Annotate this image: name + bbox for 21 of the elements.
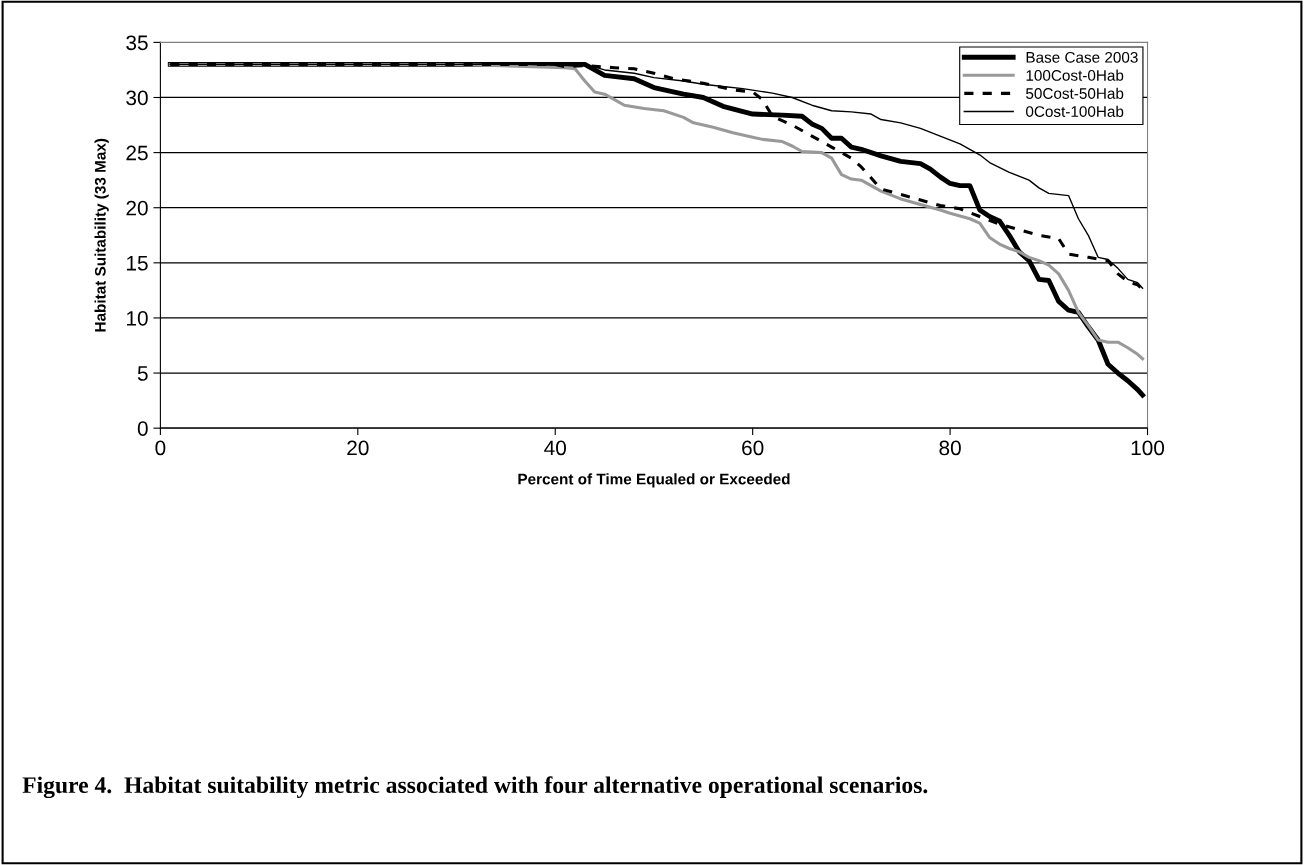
y-tick-label: 30 — [126, 90, 148, 106]
x-tick-label: 20 — [347, 440, 369, 456]
caption: Figure 4. Habitat suitability metric associated with four alternative operational scenarios. — [22, 776, 928, 799]
y-tick-label: 5 — [137, 366, 148, 381]
x-tick-label: 60 — [742, 440, 764, 456]
y-tick-label: 20 — [126, 200, 148, 216]
x-axis-title: Percent of Time Equaled or Exceeded — [518, 473, 790, 488]
legend-label: 100Cost-0Hab — [1026, 69, 1124, 81]
y-tick-label: 0 — [137, 421, 148, 436]
y-tick-label: 25 — [126, 145, 148, 161]
y-axis-title: Habitat Suitability (33 Max) — [94, 138, 109, 332]
x-tick-label: 100 — [1131, 440, 1165, 456]
x-tick-label: 40 — [544, 440, 567, 456]
y-tick-label: 35 — [126, 35, 148, 51]
legend-label: 50Cost-50Hab — [1026, 87, 1124, 99]
x-tick-label: 80 — [939, 440, 961, 456]
legend-label: 0Cost-100Hab — [1025, 105, 1124, 117]
y-tick-label: 15 — [127, 256, 148, 271]
x-tick-label: 0 — [155, 440, 166, 456]
legend-label: Base Case 2003 — [1026, 51, 1138, 63]
y-tick-label: 10 — [127, 310, 148, 326]
